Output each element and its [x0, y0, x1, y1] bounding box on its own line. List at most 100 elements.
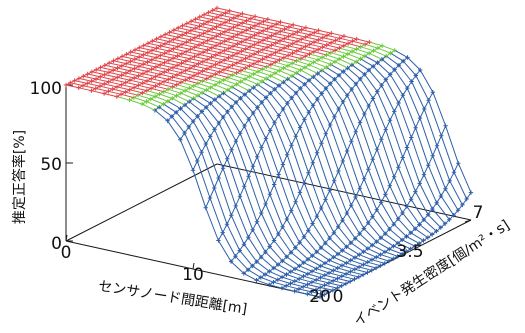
mesh-line-y — [414, 224, 420, 230]
mesh-line-x — [329, 83, 344, 103]
mesh-line-x — [346, 262, 360, 268]
mesh-line-x — [279, 70, 293, 77]
mesh-line-y — [201, 106, 207, 112]
mesh-line-x — [359, 122, 374, 160]
mesh-line-y — [184, 126, 190, 134]
mesh-line-x — [384, 233, 399, 244]
mesh-line-y — [248, 166, 254, 177]
mesh-line-x — [189, 87, 203, 94]
mesh-line-x — [184, 132, 198, 162]
mesh-line-x — [393, 223, 407, 237]
mesh-line-y — [347, 64, 353, 69]
mesh-line-x — [351, 64, 365, 75]
mesh-line-y — [154, 106, 160, 111]
mesh-line-x — [334, 49, 348, 55]
mesh-line-y — [325, 124, 331, 135]
mesh-line-x — [334, 61, 348, 69]
mesh-line-x — [385, 79, 400, 104]
mesh-line-x — [436, 145, 451, 181]
mesh-line-x — [240, 97, 254, 114]
mesh-line-y — [350, 196, 356, 206]
mesh-line-y — [218, 167, 224, 179]
mesh-line-x — [350, 259, 364, 266]
mesh-line-x — [249, 65, 263, 70]
mesh-line-x — [193, 75, 207, 80]
mesh-line-x — [290, 271, 304, 277]
mesh-line-x — [356, 38, 370, 43]
mesh-line-x — [376, 149, 391, 186]
mesh-line-x — [150, 98, 164, 105]
mesh-line-x — [350, 242, 364, 253]
mesh-line-y — [282, 218, 288, 228]
mesh-line-y — [440, 188, 446, 197]
mesh-line-x — [287, 78, 301, 89]
mesh-line-x — [372, 216, 386, 234]
mesh-line-y — [252, 261, 258, 267]
mesh-line-y — [342, 95, 348, 103]
mesh-line-y — [423, 214, 429, 221]
mesh-line-x — [303, 275, 317, 281]
mesh-line-x — [313, 61, 327, 68]
mesh-line-y — [265, 246, 271, 253]
mesh-line-x — [380, 254, 394, 260]
mesh-line-x — [346, 212, 361, 234]
mesh-line-y — [265, 130, 271, 139]
mesh-line-x — [367, 169, 382, 203]
mesh-line-y — [222, 158, 228, 169]
mesh-line-x — [342, 101, 357, 132]
mesh-line-y — [252, 156, 258, 167]
mesh-line-x — [309, 53, 323, 58]
mesh-line-x — [281, 276, 295, 282]
mesh-line-x — [274, 122, 288, 155]
mesh-line-x — [389, 185, 403, 214]
mesh-line-y — [329, 78, 335, 84]
mesh-line-y — [338, 160, 344, 172]
mesh-line-x — [308, 79, 323, 94]
mesh-line-y — [307, 223, 314, 231]
mesh-line-x — [350, 205, 365, 229]
mesh-line-x — [223, 69, 237, 74]
mesh-line-x — [372, 65, 387, 80]
mesh-line-x — [253, 87, 267, 98]
mesh-line-y — [179, 132, 186, 140]
mesh-line-x — [309, 64, 323, 71]
mesh-line-x — [188, 101, 203, 112]
mesh-line-y — [286, 144, 292, 155]
mesh-line-x — [299, 278, 313, 283]
mesh-line-x — [244, 125, 258, 157]
mesh-line-y — [308, 162, 314, 173]
mesh-line-x — [291, 145, 305, 183]
mesh-line-x — [249, 76, 263, 82]
data-point — [180, 23, 185, 28]
mesh-line-x — [185, 79, 199, 84]
mesh-line-x — [252, 166, 267, 205]
mesh-line-y — [235, 195, 241, 207]
mesh-line-x — [230, 261, 245, 274]
mesh-line-y — [316, 247, 322, 253]
mesh-line-y — [312, 98, 318, 106]
mesh-line-y — [295, 192, 301, 202]
mesh-line-y — [214, 122, 220, 130]
mesh-line-x — [338, 58, 353, 66]
mesh-line-y — [397, 157, 404, 168]
mesh-line-y — [290, 247, 296, 253]
mesh-line-x — [333, 180, 348, 214]
mesh-line-y — [393, 167, 399, 178]
mesh-line-x — [406, 147, 421, 184]
mesh-line-y — [320, 242, 326, 249]
mesh-line-y — [273, 174, 280, 185]
mesh-line-x — [245, 67, 259, 73]
mesh-line-y — [333, 226, 339, 233]
mesh-line-x — [320, 277, 334, 282]
mesh-line-y — [303, 230, 309, 237]
mesh-line-x — [262, 68, 276, 74]
mesh-line-y — [346, 140, 352, 152]
mesh-line-y — [278, 164, 284, 175]
x-tick-mark — [192, 262, 195, 270]
mesh-line-x — [206, 89, 220, 97]
mesh-line-x — [321, 143, 335, 181]
mesh-line-y — [291, 92, 297, 99]
mesh-line-x — [197, 82, 211, 88]
mesh-line-y — [235, 97, 241, 103]
x-tick-mark — [65, 234, 68, 242]
